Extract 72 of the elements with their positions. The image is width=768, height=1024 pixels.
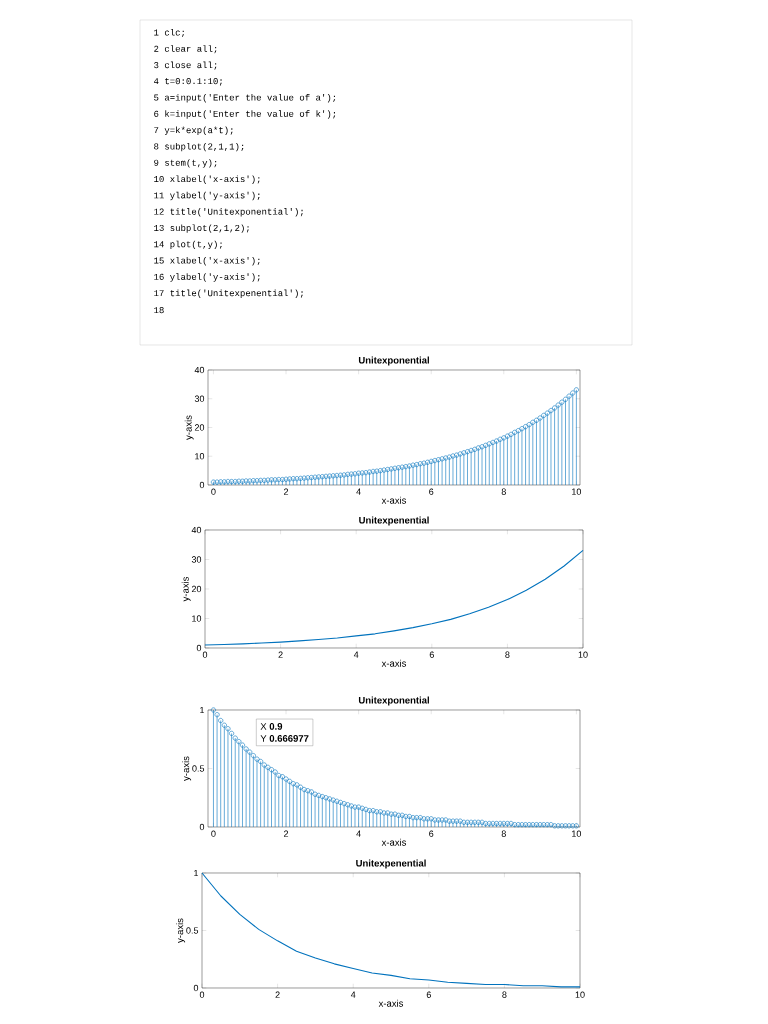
text: 12 title('Unitexponential'); [154, 208, 303, 217]
x-tick-label: 6 [426, 991, 431, 998]
y-tick-label: 10 [195, 453, 205, 460]
text: 18 [154, 307, 164, 314]
x-tick-label: 4 [353, 651, 359, 658]
x-axis-title: x-axis [381, 838, 407, 846]
x-tick-label: 4 [356, 488, 361, 495]
annotation: Y 0.666977 [260, 735, 309, 742]
chart-title: Unitexpenential [359, 516, 429, 526]
x-tick-label: 0 [211, 830, 216, 837]
chart-title: Unitexponential [358, 696, 429, 706]
x-tick-label: 4 [350, 991, 356, 998]
x-tick-label: 6 [429, 488, 434, 495]
x-tick-label: 10 [575, 991, 585, 998]
x-tick-label: 10 [572, 830, 582, 837]
text: 7 y=k*exp(a*t); [154, 126, 233, 135]
x-tick-label: 8 [505, 651, 510, 658]
text: 14 plot(t,y); [154, 240, 222, 250]
y-tick-label: 0.5 [186, 927, 199, 934]
x-tick-label: 2 [275, 991, 280, 998]
y-tick-label: 20 [194, 424, 205, 431]
x-tick-label: 8 [501, 488, 506, 495]
y-axis-title: y-axis [182, 756, 192, 781]
text: 9 stem(t,y); [154, 159, 217, 168]
text: 6 k=input('Enter the value of k'); [154, 110, 336, 119]
line-series [201, 872, 581, 988]
x-tick-label: 8 [502, 991, 507, 998]
y-tick-label: 0.5 [192, 765, 205, 772]
x-tick-label: 2 [283, 488, 289, 495]
y-tick-label: 1 [200, 706, 205, 714]
text: 15 xlabel('x-axis'); [154, 256, 260, 266]
y-tick-label: 1 [194, 869, 199, 877]
text: 8 subplot(2,1,1); [154, 142, 244, 152]
y-tick-label: 30 [194, 395, 205, 402]
y-tick-label: 0 [199, 823, 205, 831]
y-axis-title: y-axis [176, 918, 186, 943]
y-tick-label: 0 [199, 481, 205, 489]
text: 11 ylabel('y-axis'); [154, 191, 260, 201]
y-tick-label: 30 [191, 556, 202, 563]
y-tick-label: 20 [191, 585, 202, 593]
text: 17 title('Unitexpenential'); [154, 289, 303, 298]
y-axis-title: y-axis [181, 576, 191, 602]
y-tick-label: 40 [194, 366, 205, 374]
annotation: X 0.9 [260, 723, 283, 730]
x-axis-title: x-axis [381, 659, 407, 667]
x-tick-label: 0 [211, 488, 216, 495]
chart-title: Unitexpenential [356, 859, 426, 869]
y-tick-label: 0 [196, 644, 202, 652]
x-tick-label: 10 [572, 488, 582, 495]
y-tick-label: 0 [193, 984, 199, 992]
x-tick-label: 6 [429, 651, 434, 658]
x-tick-label: 2 [283, 830, 289, 837]
chart-title: Unitexponential [358, 356, 429, 366]
x-tick-label: 8 [501, 830, 506, 837]
text: 5 a=input('Enter the value of a'); [154, 93, 336, 103]
text: 13 subplot(2,1,2); [154, 224, 249, 233]
text: 3 close all; [154, 61, 217, 70]
text: 16 ylabel('y-axis'); [154, 273, 260, 282]
y-axis-title: y-axis [184, 415, 194, 440]
text: 2 clear all; [154, 45, 217, 54]
y-tick-label: 40 [191, 526, 202, 534]
x-axis-title: x-axis [378, 999, 404, 1007]
text: 10 xlabel('x-axis'); [154, 175, 260, 184]
text: 1 clc; [154, 28, 184, 38]
x-tick-label: 6 [429, 830, 434, 837]
y-tick-label: 10 [192, 615, 202, 622]
x-axis-title: x-axis [381, 496, 407, 504]
x-tick-label: 4 [356, 830, 361, 837]
text: 4 t=0:0.1:10; [153, 78, 222, 86]
line-series [204, 549, 584, 646]
x-tick-label: 10 [578, 651, 588, 658]
x-tick-label: 2 [278, 651, 283, 658]
